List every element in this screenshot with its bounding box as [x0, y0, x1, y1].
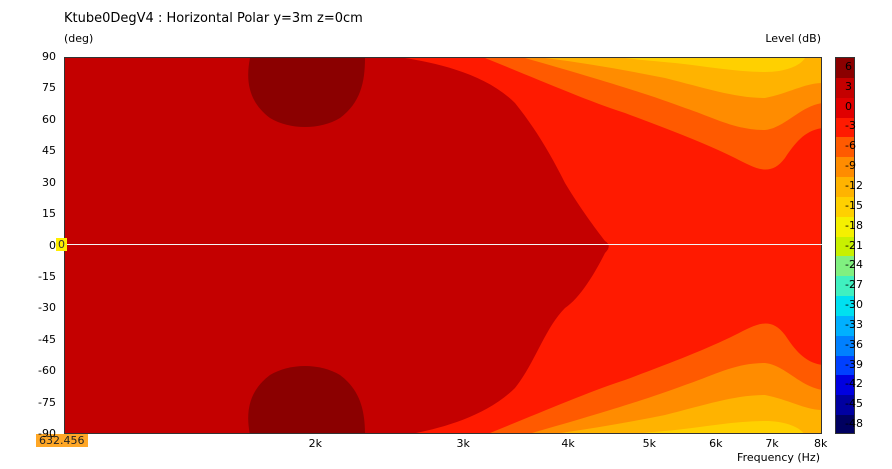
colorbar-segment	[836, 97, 854, 119]
colorbar-segment	[836, 196, 854, 218]
y-tick-label: -15	[38, 269, 56, 283]
colorbar-segment	[836, 415, 854, 433]
contour-0db-region	[405, 58, 821, 433]
colorbar-tick-label: -15	[845, 198, 863, 212]
colorbar-segment	[836, 137, 854, 159]
x-tick-label: 4k	[561, 437, 575, 450]
colorbar-segment	[836, 375, 854, 397]
y-tick-label: 90	[42, 50, 56, 63]
colorbar-tick-label: -36	[845, 337, 863, 351]
y-tick-label: -60	[38, 364, 56, 378]
y-tick-label: -90	[38, 427, 56, 440]
colorbar-tick-label: -48	[845, 417, 863, 431]
chart-title: Ktube0DegV4 : Horizontal Polar y=3m z=0c…	[64, 11, 363, 26]
colorbar-segment	[836, 315, 854, 337]
y-axis-label: (deg)	[64, 32, 94, 45]
colorbar-tick-label: -30	[845, 298, 863, 312]
y-tick-label: 60	[42, 112, 56, 126]
colorbar-tick-label: -6	[845, 139, 856, 153]
x-axis-label: Frequency (Hz)	[737, 451, 820, 464]
x-tick-label: 7k	[765, 437, 779, 450]
colorbar-tick-label: -21	[845, 238, 863, 252]
colorbar-tick-label: -27	[845, 278, 863, 292]
cursor-readout: 0	[56, 238, 67, 251]
colorbar-tick-label: -33	[845, 317, 863, 331]
colorbar-segment	[836, 256, 854, 278]
colorbar-tick-label: -18	[845, 218, 863, 232]
colorbar-segment	[836, 177, 854, 198]
colorbar-segment	[836, 216, 854, 238]
colorbar-tick-label: 3	[845, 79, 852, 93]
x-tick-label: 3k	[456, 437, 470, 450]
x-tick-label: 8k	[814, 437, 828, 450]
y-tick-label: -45	[38, 332, 56, 346]
colorbar	[835, 57, 855, 434]
colorbar-segment	[836, 355, 854, 377]
colorbar-segment	[836, 296, 854, 317]
y-tick-label: 75	[42, 81, 56, 95]
colorbar-tick-label: -9	[845, 159, 856, 173]
colorbar-tick-label: -42	[845, 377, 863, 391]
plot-area[interactable]	[64, 57, 822, 434]
colorbar-label: Level (dB)	[765, 32, 821, 45]
contour-minus12db-region	[625, 58, 805, 72]
colorbar-segment	[836, 117, 854, 139]
colorbar-segment	[836, 77, 854, 99]
colorbar-tick-label: -24	[845, 258, 863, 272]
contour-plus3db-lobe	[248, 58, 365, 127]
frequency-readout: 632.456	[36, 434, 88, 447]
x-tick-label: 5k	[642, 437, 657, 450]
y-tick-label: 0	[49, 238, 56, 252]
colorbar-tick-label: -12	[845, 178, 863, 192]
colorbar-tick-label: -45	[845, 397, 863, 411]
colorbar-segment	[836, 276, 854, 298]
colorbar-tick-label: -39	[845, 357, 863, 371]
colorbar-tick-label: 6	[845, 59, 852, 73]
colorbar-segment	[836, 236, 854, 258]
y-tick-label: 15	[42, 207, 56, 221]
contour-plus3db-lobe	[248, 366, 365, 433]
y-tick-label: 30	[42, 175, 56, 189]
colorbar-segment	[836, 335, 854, 357]
contour-plot	[65, 58, 821, 433]
colorbar-tick-label: -3	[845, 119, 856, 133]
x-tick-label: 6k	[709, 437, 723, 450]
colorbar-segment	[836, 58, 854, 79]
x-tick-label: 2k	[308, 437, 323, 450]
colorbar-tick-label: 0	[845, 99, 852, 113]
y-tick-label: -75	[38, 395, 56, 409]
colorbar-segment	[836, 157, 854, 179]
contour-minus12db-region	[642, 421, 804, 433]
y-tick-label: 45	[42, 144, 56, 158]
y-tick-label: -30	[38, 301, 56, 315]
cursor-line[interactable]	[64, 244, 822, 245]
colorbar-segment	[836, 395, 854, 417]
